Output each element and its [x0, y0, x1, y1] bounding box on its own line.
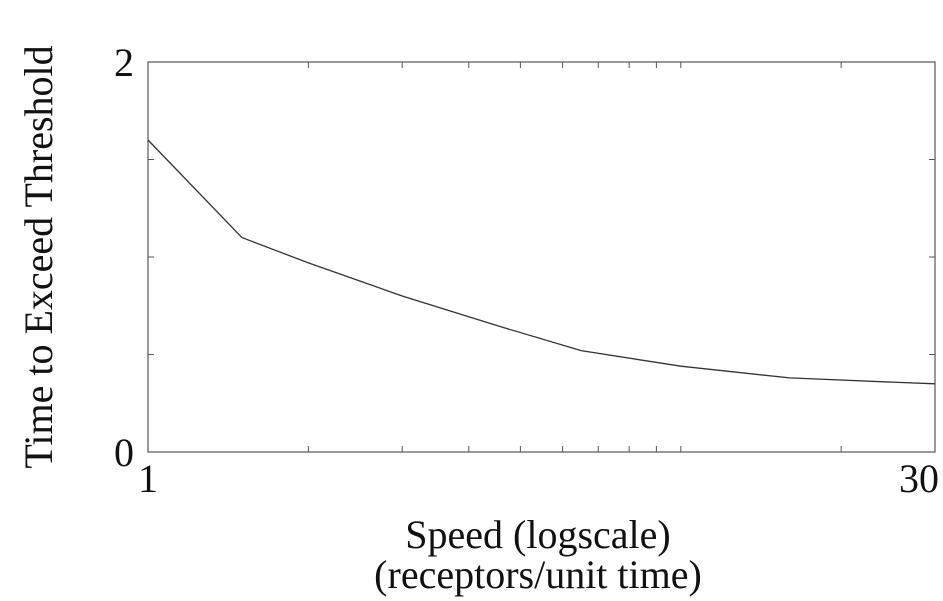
x-tick-label: 30	[899, 456, 939, 501]
tick-marks	[147, 61, 936, 453]
x-axis-label-line-2: (receptors/unit time)	[374, 552, 702, 597]
series-line	[147, 139, 936, 385]
tick-labels: 1 30 0 2	[114, 40, 939, 501]
plot-frame	[147, 61, 936, 453]
y-tick-label: 0	[114, 430, 134, 475]
y-tick-label: 2	[114, 40, 134, 85]
y-axis-label: Time to Exceed Threshold	[16, 45, 61, 468]
x-axis-label-line-1: Speed (logscale)	[405, 512, 670, 557]
x-tick-label: 1	[138, 456, 158, 501]
